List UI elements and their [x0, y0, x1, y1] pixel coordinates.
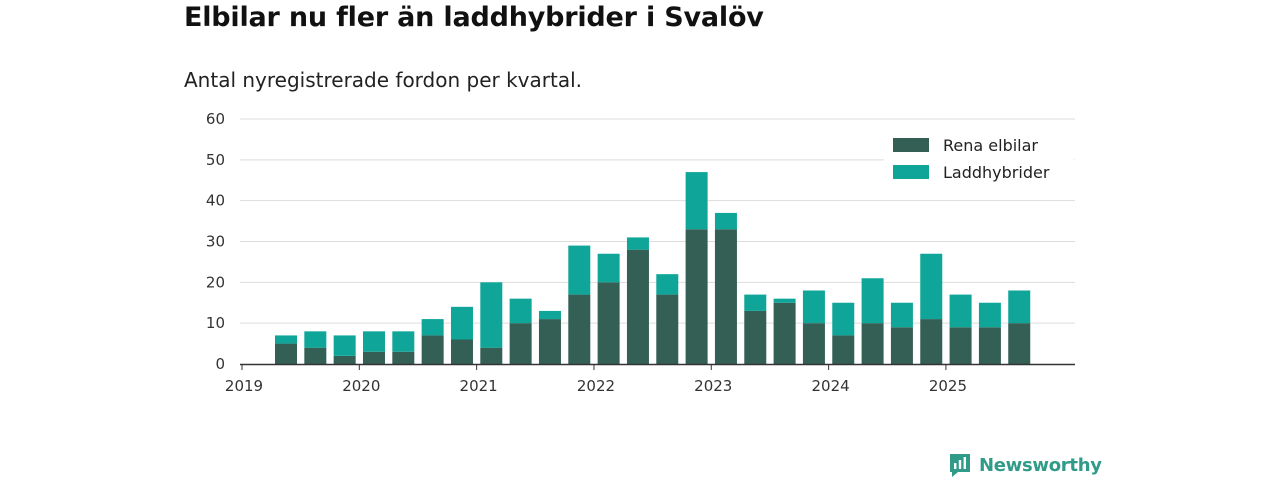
y-tick-label: 20 — [206, 273, 225, 291]
legend-label: Laddhybrider — [943, 163, 1050, 182]
bar-rena-elbilar — [392, 351, 415, 364]
x-tick-label: 2019 — [225, 377, 263, 395]
y-tick-label: 40 — [206, 192, 225, 210]
bar-rena-elbilar — [304, 347, 327, 364]
x-tick-label: 2021 — [460, 377, 498, 395]
bar-laddhybrider — [274, 335, 297, 344]
x-tick-label: 2025 — [929, 377, 967, 395]
bar-rena-elbilar — [656, 294, 679, 364]
bar-laddhybrider — [744, 294, 767, 311]
bar-laddhybrider — [509, 298, 532, 324]
bar-laddhybrider — [597, 253, 620, 283]
y-tick-label: 30 — [206, 233, 225, 251]
bar-rena-elbilar — [450, 339, 473, 364]
bar-laddhybrider — [978, 302, 1001, 328]
legend-label: Rena elbilar — [943, 136, 1038, 155]
x-tick-label: 2023 — [694, 377, 732, 395]
bar-rena-elbilar — [890, 327, 913, 364]
chart-title: Elbilar nu fler än laddhybrider i Svalöv — [184, 2, 764, 33]
bar-laddhybrider — [1008, 290, 1031, 324]
bar-rena-elbilar — [802, 323, 825, 364]
bar-rena-elbilar — [538, 319, 561, 364]
bar-laddhybrider — [333, 335, 356, 356]
x-tick-label: 2020 — [342, 377, 380, 395]
bar-laddhybrider — [626, 237, 649, 250]
bar-rena-elbilar — [333, 355, 356, 364]
bar-laddhybrider — [920, 253, 943, 320]
bar-rena-elbilar — [832, 335, 855, 364]
y-tick-label: 50 — [206, 151, 225, 169]
bar-rena-elbilar — [949, 327, 972, 364]
legend-swatch — [893, 165, 929, 179]
bar-rena-elbilar — [920, 319, 943, 364]
bars-layer — [274, 172, 1031, 364]
brand-logo: Newsworthy — [948, 452, 1102, 478]
bar-laddhybrider — [832, 302, 855, 336]
bar-rena-elbilar — [744, 310, 767, 364]
bar-rena-elbilar — [509, 323, 532, 364]
y-tick-label: 60 — [206, 110, 225, 128]
bar-rena-elbilar — [626, 249, 649, 364]
bar-rena-elbilar — [861, 323, 884, 364]
bar-rena-elbilar — [773, 302, 796, 364]
bar-laddhybrider — [685, 172, 708, 230]
bar-laddhybrider — [714, 212, 737, 230]
y-tick-label: 0 — [215, 355, 225, 373]
bar-laddhybrider — [568, 245, 591, 295]
bar-rena-elbilar — [1008, 323, 1031, 364]
bar-laddhybrider — [392, 331, 415, 352]
bar-laddhybrider — [480, 282, 503, 348]
bar-rena-elbilar — [362, 351, 385, 364]
x-tick-label: 2024 — [812, 377, 850, 395]
legend-swatch — [893, 138, 929, 152]
bar-laddhybrider — [949, 294, 972, 328]
bar-laddhybrider — [538, 310, 561, 320]
newsworthy-logo-icon — [950, 454, 970, 477]
bar-rena-elbilar — [421, 335, 444, 364]
bar-laddhybrider — [773, 298, 796, 303]
bar-rena-elbilar — [978, 327, 1001, 364]
bar-laddhybrider — [890, 302, 913, 328]
bar-rena-elbilar — [568, 294, 591, 364]
bar-laddhybrider — [656, 274, 679, 295]
bar-rena-elbilar — [274, 343, 297, 364]
bar-laddhybrider — [861, 278, 884, 324]
y-tick-label: 10 — [206, 314, 225, 332]
bar-rena-elbilar — [597, 282, 620, 364]
brand-name: Newsworthy — [979, 454, 1102, 476]
legend: Rena elbilar Laddhybrider — [884, 128, 1074, 186]
bar-rena-elbilar — [714, 229, 737, 364]
bar-laddhybrider — [362, 331, 385, 352]
x-tick-label: 2022 — [577, 377, 615, 395]
axis-layer: 0 10 20 30 40 50 60 2019 2020 2021 2022 2023 2024 202… — [206, 110, 1075, 395]
bar-laddhybrider — [450, 306, 473, 340]
bar-laddhybrider — [421, 319, 444, 336]
bar-rena-elbilar — [480, 347, 503, 364]
chart-subtitle: Antal nyregistrerade fordon per kvartal. — [184, 68, 583, 92]
bar-rena-elbilar — [685, 229, 708, 364]
bar-laddhybrider — [304, 331, 327, 348]
bar-laddhybrider — [802, 290, 825, 324]
